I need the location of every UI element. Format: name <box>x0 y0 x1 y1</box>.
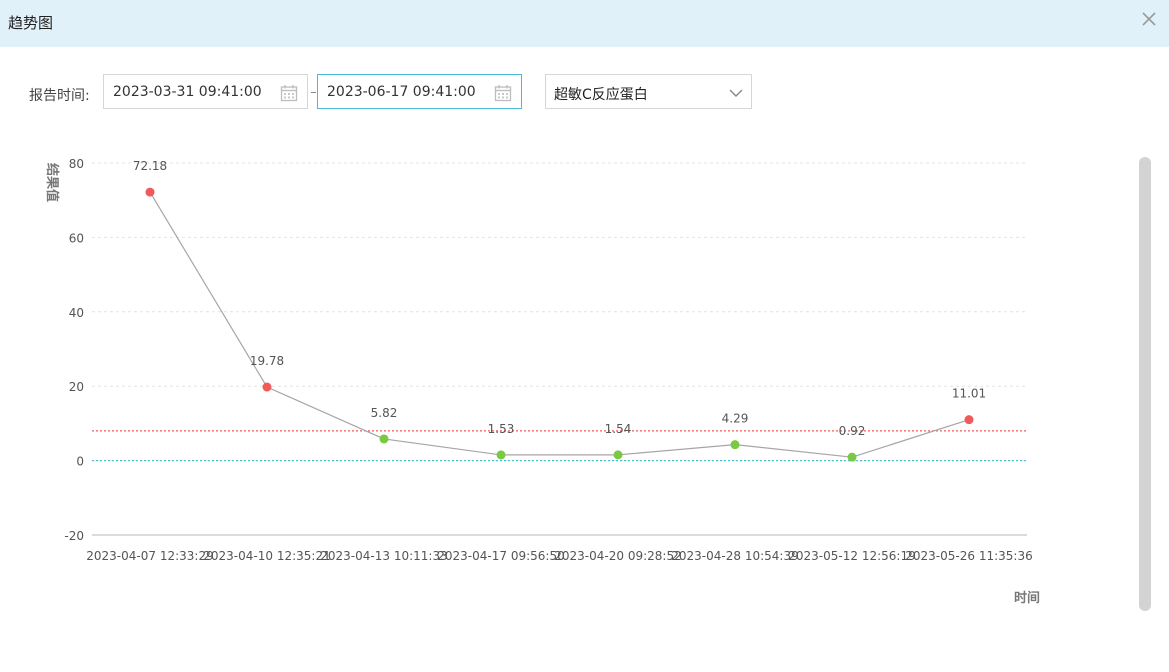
x-tick-label: 2023-04-20 09:28:52 <box>554 549 681 563</box>
y-tick-label: 40 <box>69 306 84 320</box>
data-point <box>262 382 272 392</box>
calendar-icon[interactable] <box>494 84 512 102</box>
x-tick-label: 2023-04-28 10:54:39 <box>671 549 798 563</box>
data-label: 5.82 <box>371 406 398 420</box>
close-icon[interactable] <box>1139 9 1159 29</box>
report-time-label: 报告时间: <box>29 88 90 104</box>
test-item-selected: 超敏C反应蛋白 <box>554 87 648 103</box>
data-label: 72.18 <box>133 159 167 173</box>
dialog-title: 趋势图 <box>8 14 54 32</box>
chevron-down-icon <box>729 89 743 97</box>
data-point <box>379 434 389 444</box>
data-label: 1.53 <box>488 422 515 436</box>
x-tick-label: 2023-04-13 10:11:33 <box>320 549 447 563</box>
vertical-scrollbar[interactable] <box>1139 157 1151 611</box>
y-tick-label: 60 <box>69 231 84 245</box>
x-tick-label: 2023-04-17 09:56:50 <box>437 549 564 563</box>
x-tick-label: 2023-04-10 12:35:21 <box>203 549 330 563</box>
series-line <box>149 191 970 458</box>
test-item-select[interactable]: 超敏C反应蛋白 <box>545 74 752 109</box>
dialog-titlebar: 趋势图 <box>0 0 1169 47</box>
data-label: 11.01 <box>952 387 986 401</box>
x-axis-title: 时间 <box>1014 590 1040 606</box>
data-point <box>964 415 974 425</box>
x-tick-label: 2023-05-12 12:56:19 <box>788 549 915 563</box>
data-label: 0.92 <box>839 424 866 438</box>
end-date-value: 2023-06-17 09:41:00 <box>327 84 476 100</box>
data-point <box>496 450 506 460</box>
data-label: 1.54 <box>605 422 632 436</box>
data-point <box>730 440 740 450</box>
x-tick-label: 2023-04-07 12:33:29 <box>86 549 213 563</box>
y-tick-label: 0 <box>76 455 84 469</box>
y-tick-label: -20 <box>64 529 84 543</box>
start-date-input[interactable]: 2023-03-31 09:41:00 <box>103 74 308 109</box>
data-point <box>613 450 623 460</box>
data-label: 19.78 <box>250 354 284 368</box>
data-point <box>847 452 857 462</box>
calendar-icon[interactable] <box>280 84 298 102</box>
start-date-value: 2023-03-31 09:41:00 <box>113 84 262 100</box>
end-date-input[interactable]: 2023-06-17 09:41:00 <box>317 74 522 109</box>
y-axis-title: 结果值 <box>44 163 60 202</box>
data-point <box>145 187 155 197</box>
y-tick-label: 80 <box>69 157 84 171</box>
date-range-separator <box>311 92 316 93</box>
data-label: 4.29 <box>722 412 749 426</box>
y-tick-label: 20 <box>69 380 84 394</box>
x-tick-label: 2023-05-26 11:35:36 <box>905 549 1032 563</box>
